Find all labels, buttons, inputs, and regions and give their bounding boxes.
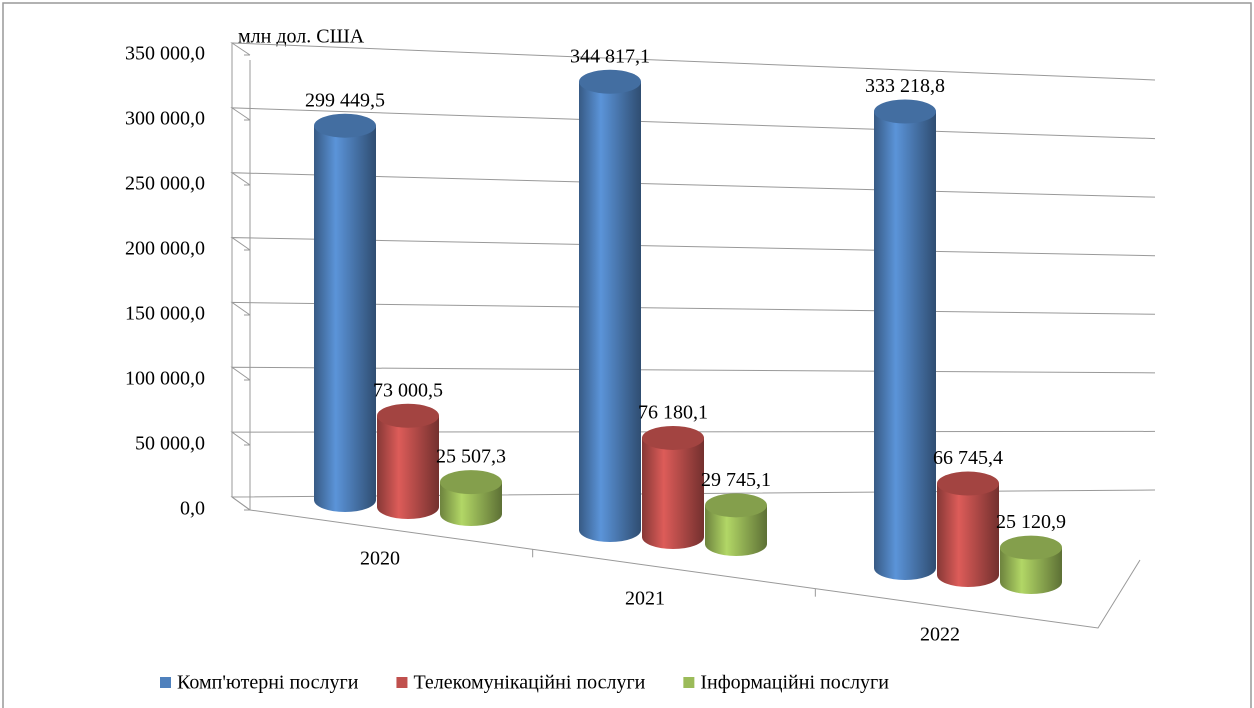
grid-line — [230, 301, 1156, 316]
y-tick-label: 100 000,0 — [125, 368, 205, 390]
cylinder-top — [642, 425, 704, 450]
y-tick-label: 250 000,0 — [125, 173, 205, 195]
value-label: 25 507,3 — [436, 446, 506, 468]
cylinder-body — [874, 111, 936, 581]
grid-line — [230, 237, 1156, 257]
cylinder-top — [874, 99, 936, 124]
cylinder-body — [642, 437, 704, 549]
legend-label: Інформаційні послуги — [700, 672, 889, 694]
value-label: 299 449,5 — [305, 89, 385, 111]
cylinder-body — [314, 125, 376, 513]
legend-swatch — [396, 677, 408, 688]
cylinder-top — [937, 471, 999, 496]
cylinder-body — [579, 81, 641, 543]
cylinder-top — [1000, 535, 1062, 560]
grid-line — [230, 107, 1156, 140]
value-label: 333 218,8 — [865, 75, 945, 97]
cylinder-top — [377, 403, 439, 428]
y-tick-label: 300 000,0 — [125, 108, 205, 130]
value-label: 73 000,5 — [373, 379, 443, 401]
cylinder-body — [440, 482, 502, 526]
cylinder-body — [1000, 547, 1062, 594]
cylinder-top — [705, 493, 767, 518]
cylinder-top — [440, 470, 502, 495]
x-tick-label: 2020 — [360, 548, 400, 570]
x-tick-label: 2021 — [625, 588, 665, 610]
grid-line — [230, 42, 1156, 81]
value-label: 25 120,9 — [996, 511, 1066, 533]
cylinder-top — [314, 113, 376, 138]
grid-line — [230, 366, 1156, 381]
y-tick-label: 150 000,0 — [125, 303, 205, 325]
y-tick-label: 200 000,0 — [125, 238, 205, 260]
legend-swatch — [160, 677, 171, 688]
cylinder-body — [937, 483, 999, 587]
value-label: 76 180,1 — [638, 402, 708, 424]
x-tick-label: 2022 — [920, 624, 960, 646]
legend-label: Телекомунікаційні послуги — [413, 672, 645, 694]
y-tick-label: 350 000,0 — [125, 43, 205, 65]
grid-line — [230, 430, 1156, 446]
legend-swatch — [683, 677, 695, 688]
legend-label: Комп'ютерні послуги — [177, 672, 359, 694]
cylinder-body — [705, 505, 767, 556]
cylinder-top — [579, 69, 641, 94]
value-label: 29 745,1 — [701, 469, 771, 491]
y-tick-label: 0,0 — [180, 498, 205, 520]
value-label: 344 817,1 — [570, 45, 650, 67]
axis-label: млн дол. США — [238, 26, 365, 48]
grid-line — [230, 172, 1156, 198]
cylinder-body — [377, 415, 439, 519]
value-label: 66 745,4 — [933, 447, 1003, 469]
y-tick-label: 50 000,0 — [135, 433, 205, 455]
grid-line — [230, 489, 1156, 511]
